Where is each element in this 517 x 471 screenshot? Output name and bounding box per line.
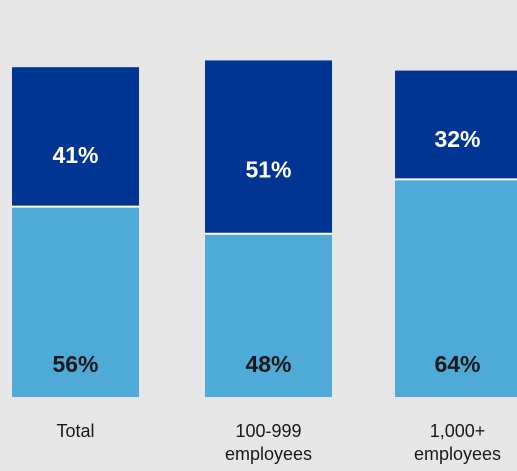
category-label-line: 1,000+: [429, 421, 486, 441]
bar-segment-lower-1: [205, 233, 332, 397]
category-label-0: Total: [6, 420, 146, 443]
bar-segment-lower-2: [395, 179, 517, 397]
data-label-lower-2: 64%: [434, 351, 480, 377]
category-label-line: employees: [224, 444, 313, 464]
bar-segment-upper-1: [205, 60, 332, 234]
data-label-lower-1: 48%: [245, 351, 291, 377]
data-label-lower-0: 56%: [52, 351, 98, 377]
category-label-line: Total: [56, 421, 95, 441]
data-label-upper-0: 41%: [52, 142, 98, 168]
data-label-upper-1: 51%: [245, 157, 291, 183]
data-label-upper-2: 32%: [434, 126, 480, 152]
category-label-2: 1,000+ employees: [388, 420, 517, 466]
bar-segment-lower-0: [12, 206, 139, 397]
bar-segment-upper-2: [395, 70, 517, 180]
category-label-line: 100-999: [235, 421, 302, 441]
category-label-line: employees: [413, 444, 502, 464]
category-label-1: 100-999 employees: [199, 420, 339, 466]
bar-segment-upper-0: [12, 67, 139, 207]
